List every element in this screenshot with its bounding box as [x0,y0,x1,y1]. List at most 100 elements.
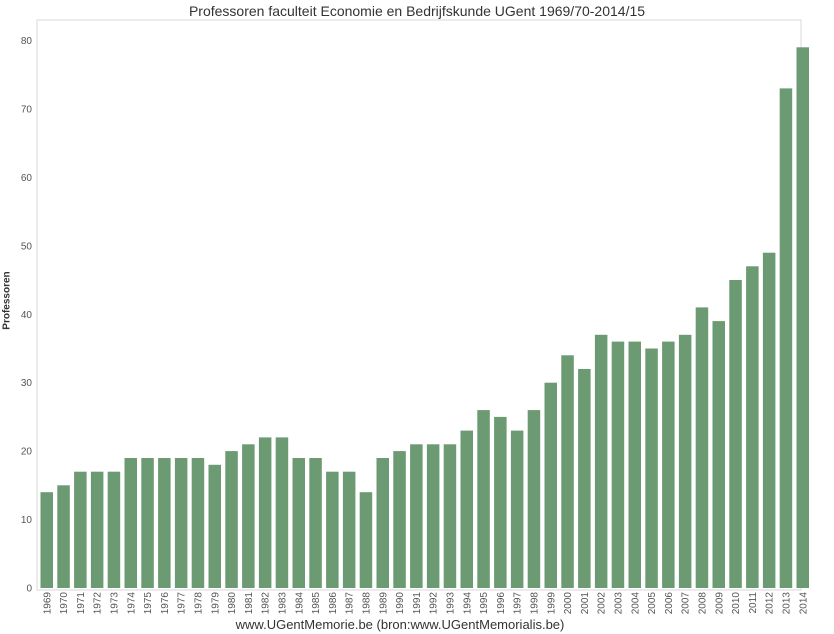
x-tick-label: 1982 [261,592,272,615]
bar-1978 [191,458,205,588]
bar-1995 [477,410,490,588]
y-tick-label: 30 [21,378,33,389]
x-tick-label: 2007 [681,592,692,615]
y-tick-label: 50 [21,241,33,252]
x-tick-label: 1990 [395,592,406,615]
x-tick-label: 1987 [345,592,356,615]
x-tick-label: 2001 [580,592,591,615]
bar-1999 [544,382,557,588]
bar-1982 [258,437,272,588]
bar-1996 [494,416,507,588]
bar-2003 [611,341,625,588]
bar-1981 [242,444,255,588]
x-tick-label: 2011 [748,592,759,614]
x-tick-label: 2000 [563,592,574,615]
x-tick-label: 2014 [798,592,809,615]
bars-group [40,47,809,589]
x-tick-label: 1998 [530,592,541,615]
bar-2010 [729,280,742,588]
bar-1997 [510,430,524,588]
x-ticks-group: 1969 1970 1971 1972 1973 1974 1975 1976 1977 1978… [42,592,809,615]
x-tick-label: 1980 [227,592,238,615]
bar-chart: 0 10 20 30 40 50 60 70 80 1969 1970 1971 1972 1973 19… [21,19,809,615]
x-tick-label: 1988 [361,592,372,615]
bar-1987 [342,471,356,588]
x-tick-label: 2013 [782,592,793,615]
bar-2007 [678,334,692,588]
x-tick-label: 1992 [429,592,440,615]
bar-2006 [662,341,675,588]
x-tick-label: 1975 [143,592,154,615]
bar-1991 [410,444,423,588]
y-ticks-group: 0 10 20 30 40 50 60 70 80 [21,36,33,595]
y-tick-label: 80 [21,36,33,47]
bar-1976 [158,458,171,588]
x-tick-label: 2002 [597,592,608,615]
x-tick-label: 1995 [479,592,490,615]
source-footer: www.UGentMemorie.be (bron:www.UGentMemor… [235,617,565,632]
bar-2005 [645,348,658,588]
x-tick-label: 1999 [546,592,557,615]
bar-1970 [57,485,70,588]
x-tick-label: 1974 [126,592,137,615]
bar-2000 [561,355,574,588]
x-tick-label: 2004 [630,592,641,615]
bar-2002 [594,334,608,588]
x-tick-label: 2005 [647,592,658,615]
bar-1986 [326,471,339,588]
chart-title: Professoren faculteit Economie en Bedrij… [188,3,646,19]
x-tick-label: 1983 [278,592,289,615]
bar-1977 [174,458,188,588]
bar-1988 [359,492,373,588]
x-tick-label: 1989 [378,592,389,615]
bar-1971 [74,471,87,588]
bar-1973 [107,471,121,588]
x-tick-label: 1997 [513,592,524,615]
x-tick-label: 1991 [412,592,423,615]
x-tick-label: 1996 [496,592,507,615]
y-tick-label: 60 [21,173,33,184]
bar-1983 [275,437,289,588]
x-tick-label: 1986 [328,592,339,615]
bar-2009 [712,321,725,588]
x-tick-label: 2010 [731,592,742,615]
bar-1989 [376,458,389,588]
bar-1972 [90,471,104,588]
x-tick-label: 1978 [194,592,205,615]
y-tick-label: 10 [21,515,33,526]
x-tick-label: 1969 [42,592,53,615]
bar-1994 [460,430,473,588]
x-tick-label: 2006 [664,592,675,615]
x-tick-label: 1984 [294,592,305,615]
y-tick-label: 0 [26,584,32,595]
x-tick-label: 1977 [177,592,188,615]
x-tick-label: 2003 [614,592,625,615]
x-tick-label: 1981 [244,592,255,615]
x-tick-label: 1979 [210,592,221,615]
bar-2004 [628,341,641,588]
bar-2012 [762,252,776,588]
bar-1979 [208,464,221,588]
bar-1993 [443,444,457,588]
x-tick-label: 1972 [93,592,104,615]
x-tick-label: 1994 [462,592,473,615]
x-tick-label: 1993 [446,592,457,615]
bar-1975 [141,458,154,588]
y-tick-label: 20 [21,447,33,458]
y-tick-label: 40 [21,310,33,321]
x-tick-label: 1971 [76,592,87,615]
bar-1984 [292,458,305,588]
y-tick-label: 70 [21,104,33,115]
x-tick-label: 1985 [311,592,322,615]
bar-1990 [393,451,406,588]
bar-1985 [309,458,322,588]
bar-1974 [124,458,137,588]
bar-1969 [40,492,53,588]
bar-2014 [796,47,809,589]
bar-2013 [779,88,793,589]
x-tick-label: 1973 [110,592,121,615]
x-tick-label: 2009 [714,592,725,615]
bar-2011 [746,266,759,588]
x-tick-label: 1970 [59,592,70,615]
bar-1998 [527,410,541,588]
